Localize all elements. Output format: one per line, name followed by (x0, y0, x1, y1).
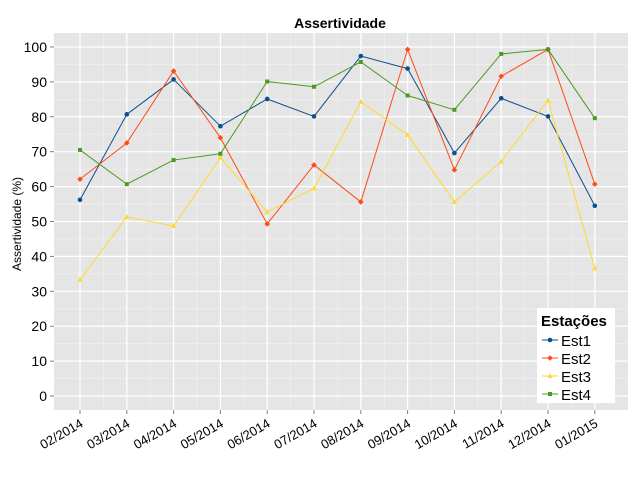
legend-item-est4: Est4 (561, 387, 591, 404)
data-point-est4 (171, 158, 176, 163)
data-point-est3 (405, 132, 411, 137)
x-tick-label: 02/2014 (37, 416, 85, 452)
data-point-est1 (452, 150, 457, 156)
data-point-est4 (218, 151, 223, 156)
data-point-est3 (124, 214, 130, 219)
series-line-est2 (79, 48, 596, 225)
x-tick-label: 08/2014 (318, 416, 366, 452)
data-point-est3 (451, 199, 457, 204)
y-tick-label: 20 (31, 318, 47, 334)
data-point-est2 (124, 140, 130, 146)
legend-key-marker (547, 373, 553, 378)
x-tick-label: 09/2014 (365, 416, 413, 452)
data-point-est3 (592, 265, 598, 271)
data-point-est1 (124, 112, 130, 117)
y-tick-label: 60 (31, 179, 47, 195)
chart-title: Assertividade (294, 15, 386, 31)
data-point-est2 (404, 46, 411, 53)
data-point-est1 (545, 114, 551, 119)
series-line-est3 (79, 99, 596, 281)
data-point-est1 (218, 123, 223, 129)
y-tick-label: 70 (31, 144, 47, 160)
legend-key-marker (548, 392, 552, 396)
y-tick-label: 80 (31, 109, 47, 125)
y-tick-label: 90 (31, 74, 47, 90)
data-point-est2 (217, 134, 224, 141)
data-point-est4 (78, 147, 82, 152)
y-axis-label: Assertividade (%) (10, 177, 24, 271)
x-tick-label: 07/2014 (271, 416, 319, 452)
data-point-est4 (405, 93, 410, 98)
legend-item-est1: Est1 (561, 333, 591, 350)
legend-title: Estações (541, 313, 607, 330)
data-point-est1 (264, 96, 270, 102)
series-line-est4 (79, 48, 596, 185)
y-tick-label: 0 (39, 388, 47, 404)
data-point-est3 (77, 276, 83, 282)
legend-key-marker (547, 337, 553, 343)
x-tick-label: 12/2014 (505, 416, 553, 452)
data-point-est3 (498, 158, 504, 164)
x-tick-label: 10/2014 (412, 416, 460, 452)
data-point-est3 (217, 154, 223, 160)
data-point-est4 (546, 47, 550, 52)
data-point-est4 (312, 84, 316, 89)
data-point-est3 (171, 223, 177, 229)
x-tick-label: 04/2014 (131, 416, 179, 452)
data-point-est2 (451, 167, 458, 173)
data-point-est1 (77, 197, 83, 203)
data-point-est4 (358, 59, 363, 64)
y-axis: 0 10 20 30 40 50 60 70 80 90 100 (24, 39, 54, 404)
data-point-est4 (452, 107, 457, 112)
data-point-est1 (171, 77, 176, 82)
data-point-est4 (592, 116, 597, 121)
data-point-est4 (499, 51, 504, 56)
data-point-est3 (358, 98, 364, 104)
x-tick-label: 06/2014 (224, 416, 272, 452)
data-point-est2 (264, 221, 270, 227)
data-point-est3 (311, 185, 317, 191)
data-point-est1 (592, 203, 598, 209)
y-tick-label: 10 (31, 353, 47, 369)
data-point-est3 (264, 209, 270, 215)
data-point-est2 (592, 181, 598, 187)
data-point-est1 (311, 114, 317, 119)
data-point-est2 (358, 199, 364, 205)
legend-key-marker (547, 355, 553, 361)
x-tick-label: 05/2014 (178, 416, 226, 452)
data-point-est1 (405, 66, 410, 71)
data-point-est2 (498, 73, 504, 80)
data-point-est4 (265, 79, 270, 84)
data-point-est1 (498, 95, 504, 101)
legend-item-est3: Est3 (561, 369, 591, 386)
data-point-est2 (311, 162, 317, 168)
data-point-est3 (545, 97, 551, 103)
legend-item-est2: Est2 (561, 351, 591, 368)
y-tick-label: 30 (31, 283, 47, 299)
data-point-est1 (358, 53, 364, 59)
y-tick-label: 100 (24, 39, 48, 55)
series-line-est1 (79, 55, 596, 207)
x-tick-label: 03/2014 (84, 416, 132, 452)
x-tick-label: 11/2014 (459, 416, 506, 452)
y-tick-label: 40 (31, 248, 47, 264)
data-point-est4 (124, 182, 129, 187)
series-layer (77, 46, 598, 282)
y-tick-label: 50 (31, 214, 47, 230)
x-tick-label: 01/2015 (552, 416, 600, 452)
data-point-est2 (77, 176, 83, 183)
data-point-est2 (170, 68, 177, 74)
x-axis: 02/201403/201404/201405/201406/201407/20… (37, 410, 600, 452)
